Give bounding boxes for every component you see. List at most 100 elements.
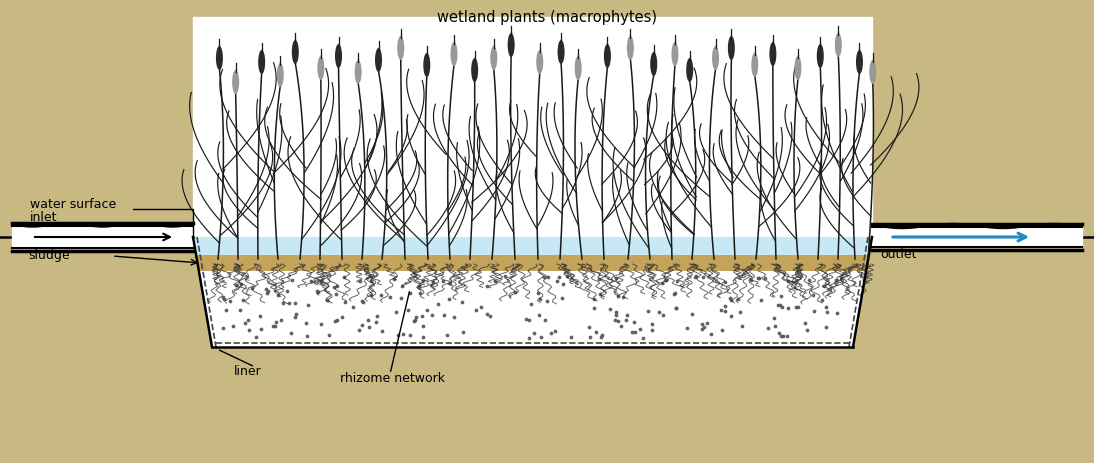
Point	[522, 301, 539, 308]
Polygon shape	[193, 238, 872, 347]
Point	[478, 311, 496, 319]
Point	[721, 295, 738, 302]
Point	[539, 273, 557, 281]
Point	[792, 273, 810, 280]
Point	[214, 294, 232, 301]
Ellipse shape	[712, 47, 719, 71]
Point	[481, 313, 499, 320]
Point	[581, 323, 598, 331]
Point	[259, 288, 277, 295]
Point	[529, 289, 547, 297]
Point	[585, 304, 603, 312]
Point	[268, 319, 286, 326]
Point	[424, 278, 442, 286]
Point	[336, 274, 353, 282]
Point	[531, 312, 548, 319]
Point	[299, 332, 316, 340]
Point	[666, 290, 684, 297]
Point	[548, 278, 566, 285]
Point	[694, 274, 711, 281]
Point	[591, 290, 608, 298]
Point	[507, 289, 524, 296]
Ellipse shape	[728, 37, 735, 61]
Point	[214, 324, 232, 332]
Point	[643, 320, 661, 328]
Polygon shape	[196, 256, 869, 271]
Point	[435, 312, 453, 319]
Point	[368, 319, 385, 326]
Point	[408, 314, 426, 321]
Point	[607, 308, 625, 316]
Point	[756, 274, 773, 282]
Ellipse shape	[794, 57, 802, 81]
Point	[667, 305, 685, 313]
Point	[326, 318, 344, 325]
Point	[780, 305, 798, 312]
Point	[552, 294, 570, 302]
Point	[478, 283, 496, 290]
Point	[532, 295, 549, 303]
Point	[654, 312, 672, 319]
Point	[233, 281, 251, 288]
Point	[228, 282, 245, 289]
Point	[327, 290, 345, 298]
Point	[231, 307, 248, 314]
Point	[328, 283, 346, 290]
Point	[555, 281, 572, 288]
Point	[591, 275, 608, 283]
Ellipse shape	[232, 71, 240, 95]
Point	[361, 273, 379, 280]
Point	[520, 316, 537, 324]
Point	[406, 316, 423, 324]
Point	[369, 313, 386, 320]
Point	[423, 312, 441, 319]
Point	[453, 299, 470, 307]
Point	[799, 327, 816, 334]
Point	[468, 307, 486, 314]
Point	[730, 296, 747, 303]
Point	[587, 329, 605, 336]
Point	[717, 307, 734, 315]
Point	[441, 279, 458, 287]
Point	[635, 335, 652, 342]
Point	[415, 334, 432, 341]
Point	[766, 323, 783, 330]
Point	[393, 294, 410, 302]
Point	[759, 325, 777, 332]
Ellipse shape	[558, 41, 565, 65]
Point	[665, 290, 683, 298]
Point	[280, 300, 298, 307]
Ellipse shape	[870, 61, 876, 85]
Point	[615, 294, 632, 301]
Point	[771, 302, 789, 309]
Point	[712, 307, 730, 314]
Point	[258, 290, 276, 297]
Point	[415, 323, 432, 330]
Point	[694, 321, 711, 328]
Ellipse shape	[672, 43, 678, 67]
Point	[517, 315, 535, 323]
Ellipse shape	[292, 41, 299, 65]
Point	[613, 322, 630, 330]
Point	[609, 292, 627, 300]
Ellipse shape	[650, 53, 657, 77]
Point	[594, 332, 612, 339]
Point	[394, 330, 411, 338]
Point	[533, 333, 550, 341]
Text: water surface: water surface	[30, 198, 116, 211]
Point	[801, 276, 818, 284]
Point	[439, 332, 456, 339]
Point	[247, 334, 265, 341]
Point	[234, 296, 252, 304]
Point	[497, 273, 514, 280]
Point	[696, 324, 713, 331]
Point	[264, 322, 281, 330]
Point	[381, 293, 398, 300]
Point	[525, 330, 543, 337]
Ellipse shape	[604, 45, 610, 69]
Point	[300, 301, 317, 309]
Point	[373, 328, 391, 335]
Point	[401, 332, 419, 339]
Point	[543, 330, 560, 337]
Point	[406, 318, 423, 325]
